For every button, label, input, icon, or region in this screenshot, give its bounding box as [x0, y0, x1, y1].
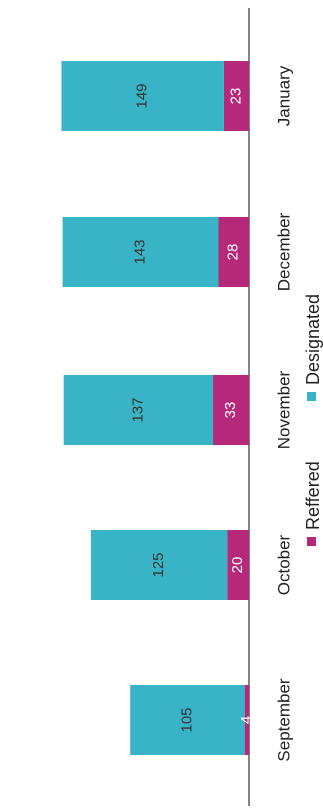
data-labels-group: 4 105 20 125 33 137 28 143 23 149: [129, 83, 254, 732]
category-tick-november: November: [274, 370, 293, 449]
data-label-reffered-november: 33: [222, 402, 239, 419]
bar-designated-october: [90, 530, 228, 600]
data-label-reffered-january: 23: [227, 88, 244, 105]
legend-label-designated: Designated: [303, 294, 323, 385]
bar-designated-november: [63, 375, 214, 445]
bar-reffered-november: [213, 375, 249, 445]
bar-designated-december: [62, 217, 219, 287]
data-label-designated-november: 137: [129, 397, 146, 422]
bar-designated-january: [61, 61, 224, 131]
category-tick-september: September: [274, 678, 293, 761]
data-label-designated-october: 125: [150, 552, 167, 577]
category-tick-october: October: [274, 534, 293, 595]
legend-label-reffered: Reffered: [303, 461, 323, 530]
legend-swatch-reffered: [307, 537, 316, 546]
bar-reffered-december: [218, 217, 249, 287]
data-label-designated-december: 143: [132, 239, 149, 264]
bar-designated-september: [130, 685, 245, 755]
data-label-designated-january: 149: [134, 83, 151, 108]
data-label-reffered-october: 20: [229, 557, 246, 574]
data-label-reffered-december: 28: [225, 244, 242, 261]
category-ticks-group: September October November December January: [274, 65, 293, 761]
bar-reffered-october: [227, 530, 249, 600]
legend-swatch-designated: [307, 392, 316, 401]
data-label-designated-september: 105: [178, 707, 195, 732]
data-label-reffered-september: 4: [238, 716, 255, 724]
bars-group: [61, 61, 249, 755]
legend: Reffered Designated: [303, 294, 323, 546]
bar-reffered-september: [244, 685, 249, 755]
category-tick-january: January: [274, 65, 293, 126]
bar-reffered-january: [223, 61, 249, 131]
category-tick-december: December: [274, 212, 293, 291]
